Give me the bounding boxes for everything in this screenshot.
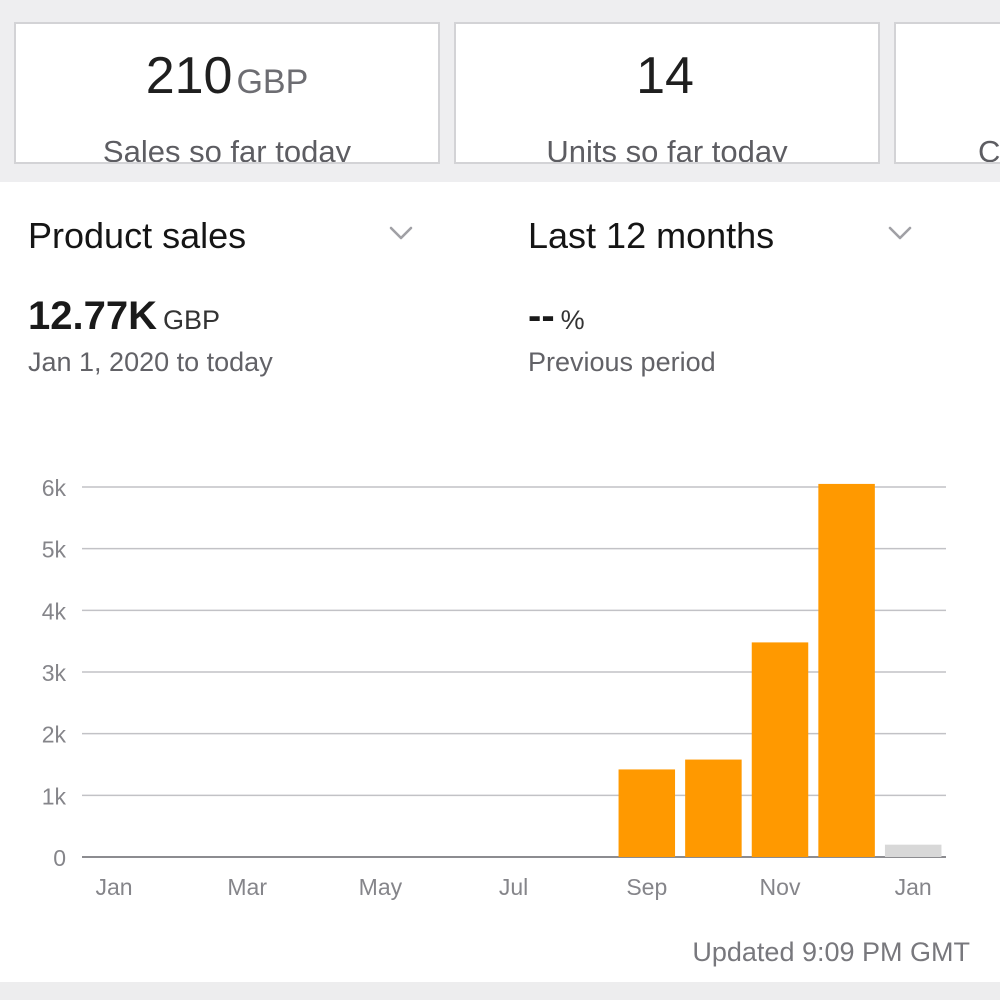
sales-bar-chart: 0 1k 2k 3k 4k 5k 6k Jan Mar May Jul Sep Nov Jan: [42, 475, 946, 900]
y-tick-label: 6k: [42, 475, 67, 501]
change-unit: %: [560, 305, 585, 335]
x-tick-label: Jul: [499, 874, 528, 900]
third-stat-label: C: [978, 134, 1000, 164]
sales-today-value: 210 GBP: [145, 47, 309, 105]
period-dropdown-label: Last 12 months: [528, 215, 775, 256]
y-tick-label: 2k: [42, 722, 67, 748]
x-tick-label: Mar: [227, 874, 267, 900]
bar-sep: [618, 769, 676, 857]
y-tick-label: 3k: [42, 660, 67, 686]
units-today-card[interactable]: 14 Units so far today: [454, 22, 880, 164]
period-dropdown[interactable]: Last 12 months: [528, 212, 918, 262]
metric-dropdown-label: Product sales: [28, 215, 247, 256]
y-tick-label: 1k: [42, 783, 67, 809]
units-today-value: 14: [636, 47, 694, 105]
x-tick-label: Jan: [95, 874, 132, 900]
updated-timestamp: Updated 9:09 PM GMT: [692, 937, 970, 967]
y-tick-label: 5k: [42, 537, 67, 563]
bar-oct: [685, 759, 742, 857]
x-tick-label: Jan: [895, 874, 932, 900]
stats-strip: 210 GBP Sales so far today 14 Units so fa…: [0, 0, 1000, 182]
metric-dropdown[interactable]: Product sales: [28, 212, 418, 262]
total-sales-unit: GBP: [162, 305, 221, 335]
change-value: --%: [528, 294, 585, 338]
sales-today-label: Sales so far today: [102, 134, 352, 164]
sales-today-card[interactable]: 210 GBP Sales so far today: [14, 22, 440, 164]
units-today-label: Units so far today: [546, 134, 788, 164]
sales-today-unit: GBP: [236, 63, 309, 101]
x-tick-label: Nov: [760, 874, 801, 900]
chevron-down-icon: [888, 226, 912, 240]
x-tick-label: Sep: [626, 874, 667, 900]
bar-dec: [818, 483, 875, 857]
bottom-strip: [0, 982, 1000, 1000]
x-tick-label: May: [359, 874, 403, 900]
chevron-down-icon: [389, 226, 413, 240]
sales-panel: Product sales Last 12 months 12.77K GBP J…: [0, 182, 1000, 982]
change-comparison-label: Previous period: [528, 347, 716, 377]
y-tick-label: 4k: [42, 598, 67, 624]
third-stat-card[interactable]: C: [894, 22, 1000, 164]
bar-jan-current: [884, 844, 942, 857]
y-tick-label: 0: [53, 845, 66, 871]
bar-nov: [751, 642, 809, 857]
total-sales-range: Jan 1, 2020 to today: [28, 347, 273, 377]
total-sales-value: 12.77K GBP: [28, 294, 221, 338]
